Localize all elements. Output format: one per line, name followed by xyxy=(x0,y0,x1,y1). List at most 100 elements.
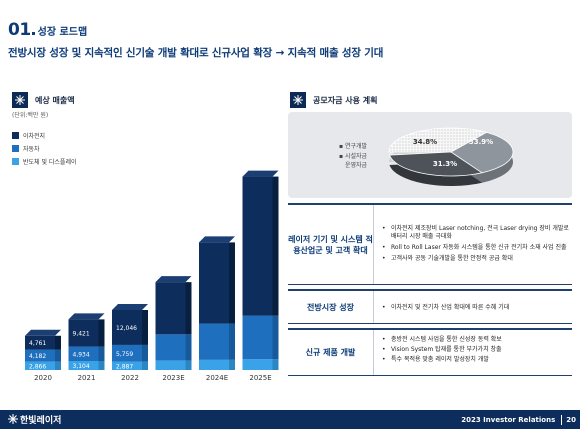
section-title: 성장 로드맵 xyxy=(37,27,88,38)
bullet-text: 고객사와 공동 기술개발을 통한 안정적 공급 확대 xyxy=(391,255,513,262)
bar-data-label: 9,421 xyxy=(73,331,90,338)
legend-swatch xyxy=(12,158,19,165)
bar-data-label: 4,182 xyxy=(29,353,46,360)
section-dot xyxy=(31,32,35,35)
bar-segment xyxy=(242,359,273,370)
bar-side xyxy=(55,335,61,350)
bar-data-label: 2,887 xyxy=(116,363,133,370)
row-content: • 이차전지 및 전기차 산업 확대에 따른 수혜 기대 xyxy=(373,291,572,323)
bar-side xyxy=(229,242,235,324)
pie-legend: ▪ 연구개발 ▪ 시설자금 운영자금 xyxy=(339,142,367,171)
pie-slice-label: 34.8% xyxy=(413,138,437,146)
bar-side xyxy=(142,344,148,362)
bar-segment xyxy=(242,176,273,316)
pie-legend-operating: 운영자금 xyxy=(344,162,368,169)
bar-segment xyxy=(25,361,55,370)
pie-slice-label: 31.3% xyxy=(433,160,457,168)
bullet-text: 이차전지 및 전기차 산업 확대에 따른 수혜 기대 xyxy=(391,304,510,311)
bar-segment xyxy=(68,346,99,361)
fund-usage-label: 공모자금 사용 계획 xyxy=(313,95,378,105)
bullet-text: 충방전 시스템 사업을 통한 신성장 동력 확보 xyxy=(391,336,502,343)
bullet-text: 이차전지 제조장비 Laser notching, 전극 Laser dryin… xyxy=(391,225,569,240)
bar-segment xyxy=(25,335,55,350)
bar-side xyxy=(229,323,235,360)
footer-separator xyxy=(561,415,563,425)
legend-item-semiconductor: 반도체 및 디스플레이 xyxy=(12,158,77,166)
pie-legend-item: ▪ 연구개발 xyxy=(339,143,368,150)
bar-segment xyxy=(242,315,273,360)
bullet-item: • 충방전 시스템 사업을 통한 신성장 동력 확보 xyxy=(382,336,502,343)
bar-segment xyxy=(112,361,142,370)
pie-legend-rnd: 연구개발 xyxy=(344,143,368,150)
x-tick-label: 2023E xyxy=(162,374,184,382)
bar-side xyxy=(98,360,105,370)
bar-side xyxy=(98,319,105,347)
bar-segment xyxy=(199,359,229,370)
bar-segment xyxy=(199,323,229,360)
x-tick-label: 2020 xyxy=(34,374,52,382)
burst-icon xyxy=(12,92,28,108)
chart-legend: 이차전지 자동차 반도체 및 디스플레이 xyxy=(12,132,77,171)
bullet-item: • Roll to Roll Laser 자동화 시스템을 통한 신규 전기차 소… xyxy=(382,244,567,251)
legend-item-automotive: 자동차 xyxy=(12,145,77,153)
pie-legend-facility: 시설자금 xyxy=(344,152,368,160)
bar-side xyxy=(272,315,279,360)
bar-segment xyxy=(25,349,55,362)
logo-burst-icon xyxy=(8,414,18,424)
bar-segment xyxy=(155,334,186,361)
bar-side xyxy=(185,282,192,335)
bar-side xyxy=(185,334,192,361)
bullet-text: 특수 목적용 맞춤 레이저 발성장치 개발 xyxy=(391,356,489,363)
legend-swatch xyxy=(12,145,19,152)
unit-label: (단위:백만 원) xyxy=(12,112,49,119)
bar-data-label: 2,866 xyxy=(29,363,46,370)
bar-data-label: 4,761 xyxy=(29,340,46,347)
bullet-item: • 이차전지 제조장비 Laser notching, 전극 Laser dryi… xyxy=(382,225,572,241)
bar-side xyxy=(98,346,105,361)
bar-side xyxy=(272,176,279,316)
section-number: 01 xyxy=(8,20,31,40)
bullet-item: • 특수 목적용 맞춤 레이저 발성장치 개발 xyxy=(382,356,489,363)
sales-forecast-label: 예상 매출액 xyxy=(35,95,75,105)
report-name: 2023 Investor Relations xyxy=(461,416,556,424)
legend-item-battery: 이차전지 xyxy=(12,132,77,140)
bar-segment xyxy=(199,242,229,324)
bullet-text: Vision System 탑재를 통한 부가가치 창출 xyxy=(391,346,502,353)
bar-data-label: 3,104 xyxy=(73,363,90,370)
bar-top xyxy=(112,303,148,310)
x-tick-label: 2021 xyxy=(78,374,96,382)
page-number: 20 xyxy=(566,416,576,424)
sales-forecast-title: 예상 매출액 xyxy=(12,92,75,108)
x-tick-label: 2025E xyxy=(249,374,271,382)
bar-segment xyxy=(155,360,186,370)
row-content: • 충방전 시스템 사업을 통한 신성장 동력 확보 • Vision System… xyxy=(373,330,572,375)
legend-label: 반도체 및 디스플레이 xyxy=(23,159,77,166)
section-header: 01 성장 로드맵 xyxy=(8,20,87,40)
bullet-item: • Vision System 탑재를 통한 부가가치 창출 xyxy=(382,346,502,353)
bar-segment xyxy=(68,319,99,347)
bar-side xyxy=(272,359,279,370)
bullet-item: • 고객사와 공동 기술개발을 통한 안정적 공급 확대 xyxy=(382,255,513,262)
bar-segment xyxy=(112,344,142,362)
table-row: 레이저 기기 및 시스템 적용산업군 및 고객 확대 • 이차전지 제조장비 La… xyxy=(288,203,572,285)
pie-legend-item: ▪ 시설자금 xyxy=(339,152,368,160)
bar-data-label: 12,046 xyxy=(116,325,137,332)
table-row: 전방시장 성장 • 이차전지 및 전기차 산업 확대에 따른 수혜 기대 xyxy=(288,289,572,324)
burst-icon xyxy=(290,92,306,108)
bar-segment xyxy=(68,360,99,370)
legend-label: 이차전지 xyxy=(23,133,46,140)
bar-side xyxy=(142,309,148,345)
company-logo: 한빛레이저 xyxy=(6,412,61,426)
bar-segment xyxy=(112,309,142,345)
pie-slice xyxy=(388,151,483,177)
table-row: 신규 제품 개발 • 충방전 시스템 사업을 통한 신성장 동력 확보 • Visi… xyxy=(288,328,572,376)
page-headline: 전방시장 성장 및 지속적인 신기술 개발 확대로 신규사업 확장 → 지속적 … xyxy=(8,47,384,59)
fund-usage-title: 공모자금 사용 계획 xyxy=(290,92,377,108)
row-label: 레이저 기기 및 시스템 적용산업군 및 고객 확대 xyxy=(288,234,373,255)
company-name: 한빛레이저 xyxy=(20,415,62,426)
pie-slice-label: 33.9% xyxy=(469,138,493,146)
footer-bar: 한빛레이저 2023 Investor Relations 20 xyxy=(0,410,580,429)
footer-right: 2023 Investor Relations 20 xyxy=(461,415,576,425)
row-label: 신규 제품 개발 xyxy=(305,348,356,357)
